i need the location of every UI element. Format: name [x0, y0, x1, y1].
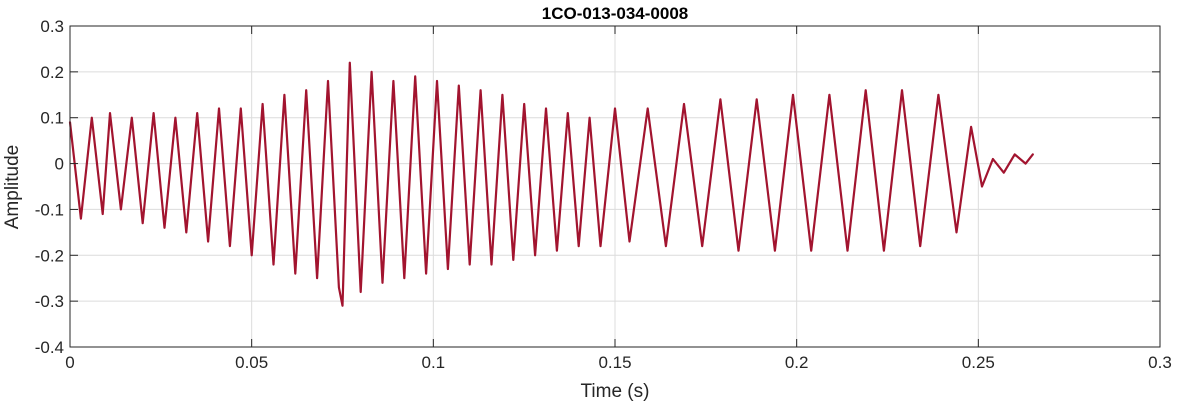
x-axis-label: Time (s) — [581, 381, 650, 402]
x-tick-label: 0.05 — [235, 353, 268, 372]
y-tick-label: 0.1 — [40, 109, 64, 128]
y-tick-label: 0.3 — [40, 17, 64, 36]
y-tick-label: -0.2 — [35, 246, 64, 265]
y-axis-label: Amplitude — [2, 145, 23, 230]
x-tick-label: 0 — [65, 353, 74, 372]
chart-title: 1CO-013-034-0008 — [542, 4, 688, 23]
y-tick-label: -0.3 — [35, 292, 64, 311]
series-line-amplitude — [68, 61, 1034, 307]
y-tick-label: 0.2 — [40, 63, 64, 82]
x-tick-label: 0.15 — [598, 353, 631, 372]
y-tick-label: 0 — [55, 155, 64, 174]
x-tick-label: 0.1 — [422, 353, 446, 372]
tick-marks — [69, 25, 1161, 348]
y-tick-label: -0.4 — [35, 338, 64, 357]
x-tick-label: 0.3 — [1148, 353, 1172, 372]
x-tick-label: 0.25 — [962, 353, 995, 372]
y-tick-label: -0.1 — [35, 200, 64, 219]
tick-labels: 0 0.05 0.1 0.15 0.2 0.25 0.3 -0.4 -0.3 -0.2 -0.1 0 0… — [35, 17, 1172, 372]
series-layer — [68, 61, 1034, 307]
x-tick-label: 0.2 — [785, 353, 809, 372]
